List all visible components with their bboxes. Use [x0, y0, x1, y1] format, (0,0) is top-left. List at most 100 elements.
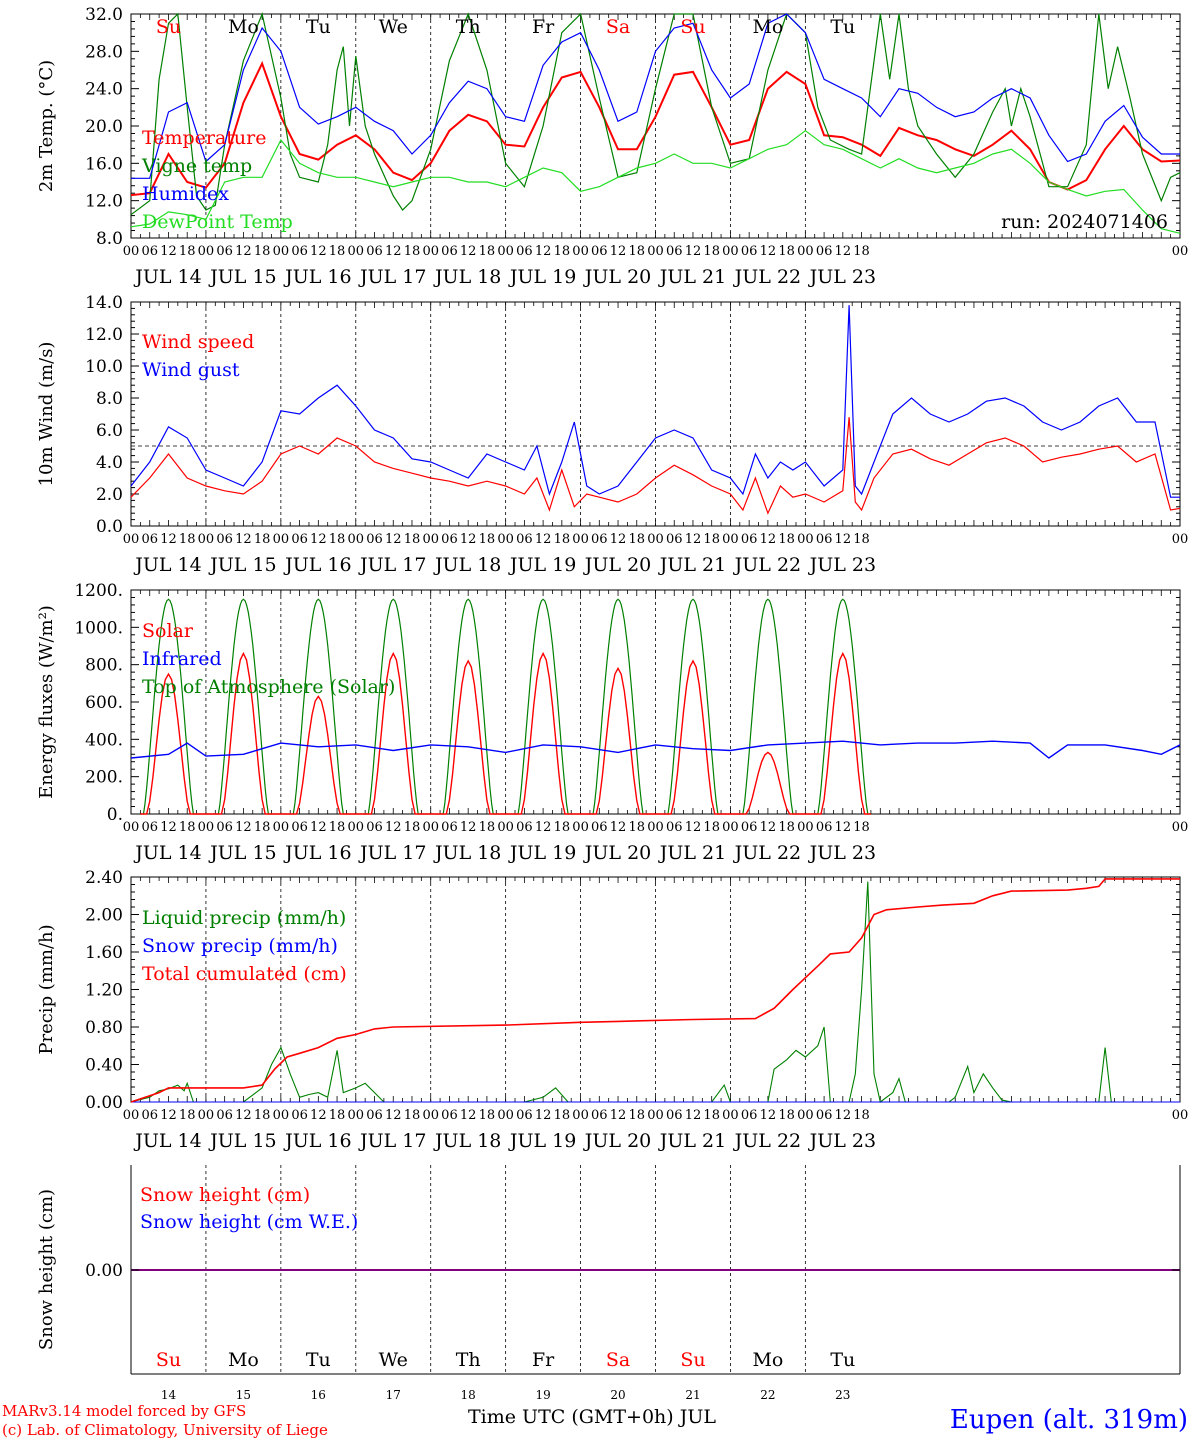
- x-tick-label: 12: [235, 1108, 252, 1123]
- legend-entry: Snow height (cm W.E.): [140, 1211, 358, 1233]
- x-tick-label: 00: [348, 244, 365, 259]
- y-tick-label: 4.0: [96, 453, 123, 473]
- x-tick-label: 00: [273, 1108, 290, 1123]
- y-tick-label: 0.00: [85, 1093, 123, 1113]
- x-date-label: JUL 19: [508, 554, 576, 576]
- x-tick-label: 00: [348, 532, 365, 547]
- run-annotation: run: 2024071406: [1001, 211, 1168, 233]
- x-tick-label: 12: [310, 244, 327, 259]
- x-tick-label: 12: [535, 532, 552, 547]
- weekday-label: We: [379, 16, 408, 38]
- x-tick-label: 06: [441, 1108, 458, 1123]
- x-date-label: JUL 21: [658, 1130, 726, 1152]
- x-tick-label: 00: [1172, 1108, 1189, 1123]
- x-tick-label: 00: [647, 532, 664, 547]
- weekday-label-bottom: Sa: [606, 1349, 630, 1371]
- legend-entry: Total cumulated (cm): [142, 963, 347, 985]
- x-tick-label: 12: [835, 1108, 852, 1123]
- x-tick-label: 06: [666, 1108, 683, 1123]
- x-tick-label: 18: [179, 244, 196, 259]
- x-date-label: JUL 21: [658, 266, 726, 288]
- x-tick-label: 00: [198, 820, 215, 835]
- weekday-label: Sa: [606, 16, 630, 38]
- credit-line-2: (c) Lab. of Climatology, University of L…: [2, 1421, 328, 1439]
- x-tick-label: 06: [741, 1108, 758, 1123]
- x-tick-label: 06: [516, 820, 533, 835]
- x-tick-label: 18: [778, 820, 795, 835]
- y-tick-label: 28.0: [85, 42, 123, 62]
- x-tick-label: 00: [348, 1108, 365, 1123]
- y-axis-label: 2m Temp. (°C): [36, 60, 57, 192]
- x-tick-label: 00: [797, 532, 814, 547]
- x-tick-label: 12: [235, 244, 252, 259]
- day-number-label: 14: [161, 1388, 177, 1402]
- y-tick-label: 1.60: [85, 943, 123, 963]
- y-tick-label: 10.0: [85, 357, 123, 377]
- x-date-label: JUL 19: [508, 1130, 576, 1152]
- x-date-label: JUL 15: [208, 1130, 276, 1152]
- y-tick-label: 1.20: [85, 981, 123, 1001]
- legend-entry: Solar: [142, 620, 194, 642]
- x-tick-label: 18: [404, 532, 421, 547]
- x-tick-label: 06: [366, 1108, 383, 1123]
- x-tick-label: 00: [797, 244, 814, 259]
- panel-frame-0: [130, 13, 1181, 239]
- legend-entry: Wind speed: [142, 331, 254, 353]
- y-tick-label: 0.80: [85, 1018, 123, 1038]
- x-tick-label: 18: [329, 1108, 346, 1123]
- x-date-label: JUL 23: [808, 554, 876, 576]
- series-line-dewpoint-temp: [130, 129, 1181, 234]
- y-axis-label: Snow height (cm): [36, 1189, 57, 1350]
- x-tick-label: 18: [329, 820, 346, 835]
- series-line-humidex: [131, 13, 1180, 179]
- legend-entry: Liquid precip (mm/h): [142, 907, 346, 929]
- day-number-label: 19: [535, 1388, 550, 1402]
- series-line-wind-speed: [130, 417, 1181, 515]
- legend-entry: Snow precip (mm/h): [142, 935, 338, 957]
- y-tick-label: 12.0: [85, 192, 123, 212]
- x-date-label: JUL 16: [283, 554, 351, 576]
- x-tick-label: 12: [160, 820, 177, 835]
- x-tick-label: 12: [610, 244, 627, 259]
- x-tick-label: 00: [722, 1108, 739, 1123]
- weekday-label-bottom: Mo: [228, 1349, 259, 1371]
- y-tick-label: 2.00: [85, 906, 123, 926]
- x-date-label: JUL 17: [358, 266, 426, 288]
- x-date-label: JUL 14: [133, 1130, 201, 1152]
- x-tick-label: 00: [572, 820, 589, 835]
- y-tick-label: 0.0: [96, 517, 123, 537]
- x-tick-label: 06: [591, 1108, 608, 1123]
- x-date-label: JUL 23: [808, 266, 876, 288]
- x-tick-label: 06: [816, 244, 833, 259]
- x-tick-label: 00: [198, 1108, 215, 1123]
- x-tick-label: 00: [647, 820, 664, 835]
- x-tick-label: 00: [123, 244, 140, 259]
- x-tick-label: 12: [535, 244, 552, 259]
- y-tick-label: 200.: [85, 768, 123, 788]
- x-tick-label: 12: [535, 820, 552, 835]
- x-tick-label: 18: [853, 244, 870, 259]
- x-tick-label: 06: [816, 1108, 833, 1123]
- x-tick-label: 06: [816, 532, 833, 547]
- x-tick-label: 06: [141, 532, 158, 547]
- x-date-label: JUL 21: [658, 842, 726, 864]
- legend-entry: Humidex: [142, 183, 229, 205]
- x-date-label: JUL 15: [208, 266, 276, 288]
- x-date-label: JUL 14: [133, 842, 201, 864]
- x-tick-label: 18: [179, 532, 196, 547]
- panel-frame-1: [130, 301, 1181, 527]
- x-tick-label: 18: [404, 244, 421, 259]
- x-tick-label: 00: [1172, 244, 1189, 259]
- weekday-label: Fr: [532, 16, 555, 38]
- x-tick-label: 06: [591, 244, 608, 259]
- x-tick-label: 00: [422, 1108, 439, 1123]
- x-tick-label: 18: [254, 244, 271, 259]
- y-tick-label: 12.0: [85, 325, 123, 345]
- x-tick-label: 06: [291, 244, 308, 259]
- y-tick-label: 16.0: [85, 154, 123, 174]
- day-number-label: 18: [461, 1388, 476, 1402]
- x-tick-label: 12: [685, 820, 702, 835]
- y-axis-label: Energy fluxes (W/m²): [36, 605, 57, 799]
- x-tick-label: 00: [422, 244, 439, 259]
- x-tick-label: 18: [703, 244, 720, 259]
